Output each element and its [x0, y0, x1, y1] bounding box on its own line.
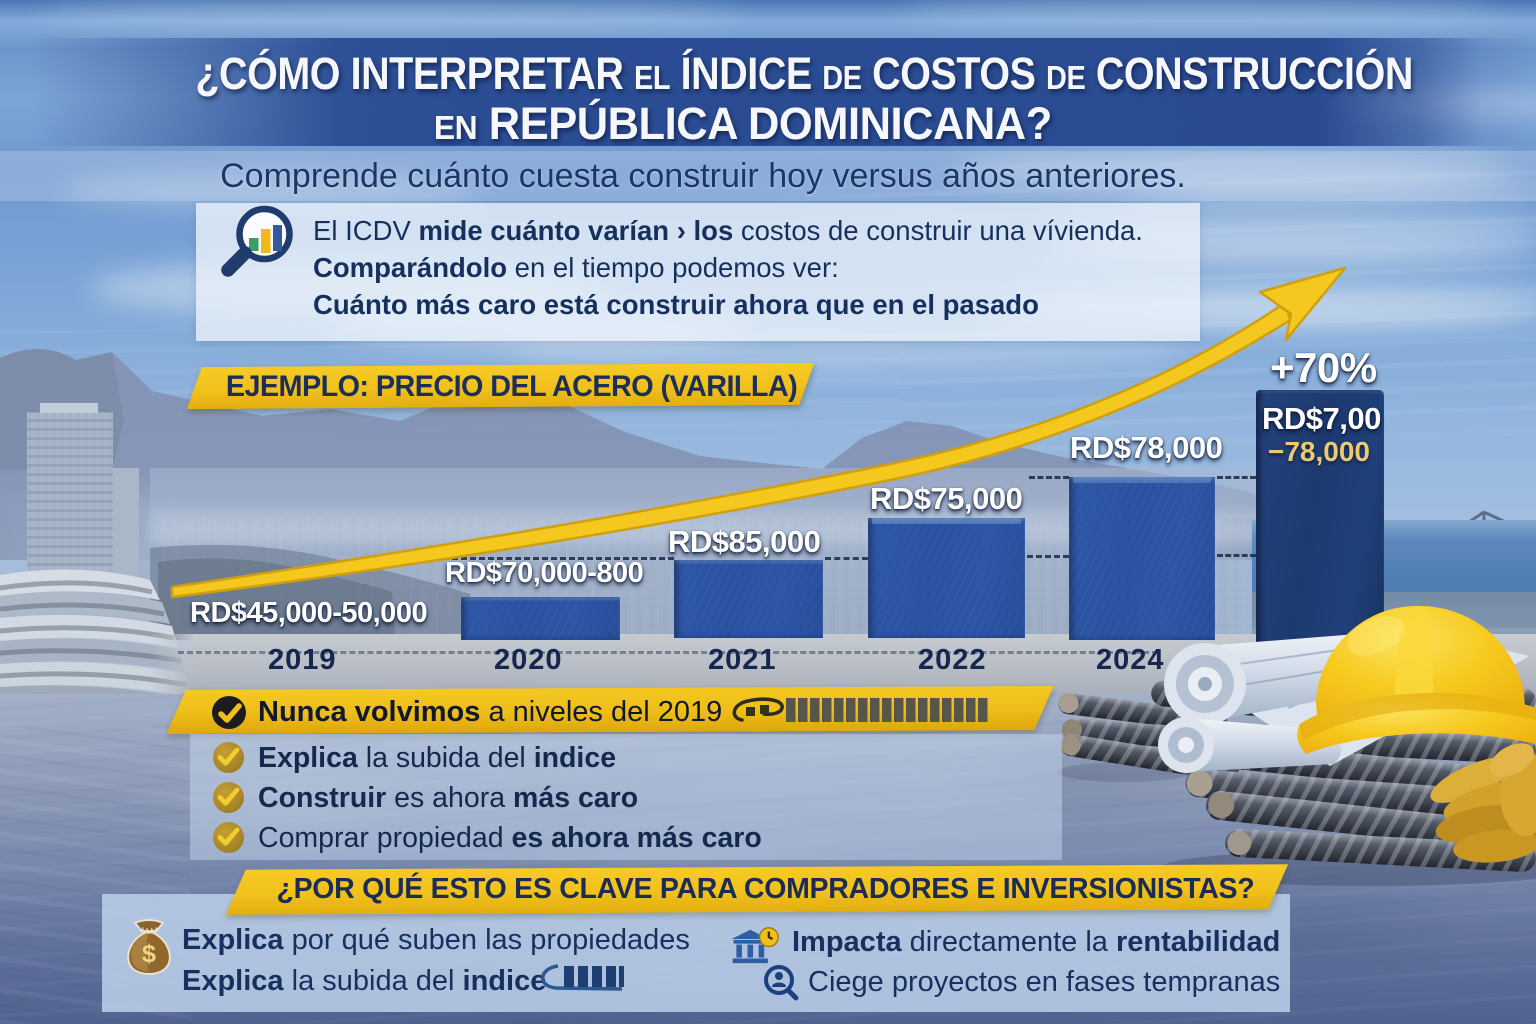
svg-text:$: $	[142, 940, 156, 968]
